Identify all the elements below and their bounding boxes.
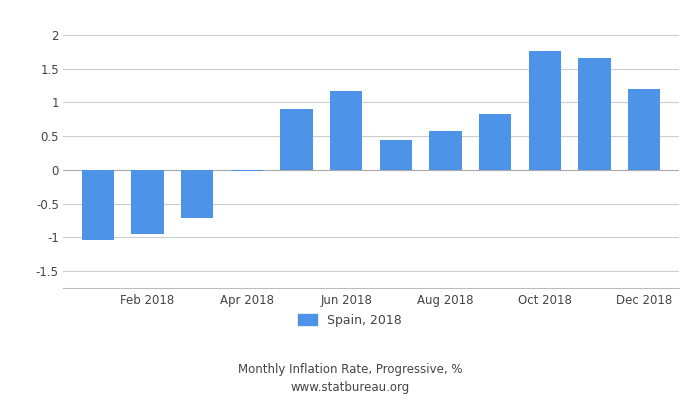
Bar — [628, 89, 660, 170]
Bar — [528, 51, 561, 170]
Bar — [479, 114, 511, 170]
Bar — [429, 131, 462, 170]
Legend: Spain, 2018: Spain, 2018 — [293, 309, 407, 332]
Bar — [578, 58, 610, 170]
Bar — [231, 170, 263, 171]
Bar — [330, 91, 363, 170]
Bar — [181, 170, 214, 218]
Text: Monthly Inflation Rate, Progressive, %: Monthly Inflation Rate, Progressive, % — [238, 364, 462, 376]
Bar — [280, 109, 313, 170]
Bar — [82, 170, 114, 240]
Bar — [379, 140, 412, 170]
Bar — [132, 170, 164, 234]
Text: www.statbureau.org: www.statbureau.org — [290, 382, 410, 394]
